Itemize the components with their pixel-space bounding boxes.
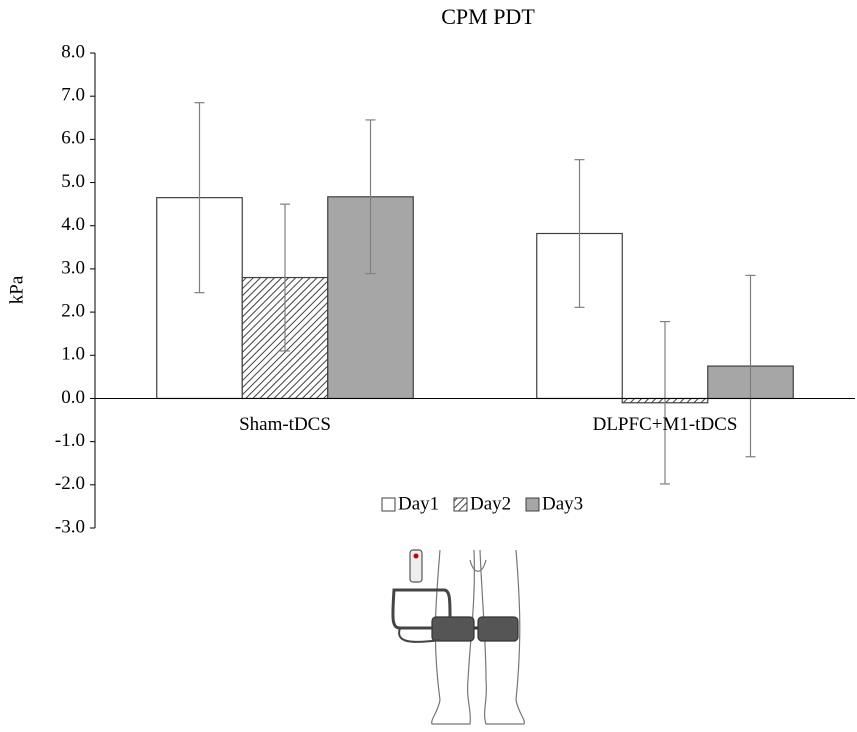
y-tick-label: 5.0 [61, 171, 85, 192]
y-tick-label: -1.0 [55, 430, 85, 451]
chart-title: CPM PDT [441, 4, 535, 29]
y-tick-label: 7.0 [61, 85, 85, 106]
illustration [391, 549, 525, 725]
error-bar [660, 320, 670, 485]
error-bar [574, 159, 585, 308]
x-tick-label: Sham-tDCS [239, 414, 331, 435]
legend-swatch [453, 497, 468, 512]
y-tick-label: 8.0 [61, 41, 85, 62]
error-bar [365, 119, 376, 275]
y-tick-label: -3.0 [55, 516, 85, 537]
y-tick-label: 2.0 [61, 300, 85, 321]
y-tick-label: 0.0 [61, 387, 85, 408]
legend-swatch [381, 497, 396, 512]
x-tick-label: DLPFC+M1-tDCS [593, 414, 738, 435]
y-tick-label: 1.0 [61, 344, 85, 365]
error-bar [280, 203, 290, 352]
legend-swatch [525, 497, 540, 512]
y-axis-label: kPa [6, 275, 27, 304]
legend-label: Day2 [470, 493, 511, 514]
error-bar [745, 274, 756, 458]
y-tick-label: 3.0 [61, 257, 85, 278]
legend-label: Day3 [542, 493, 583, 514]
y-tick-label: 6.0 [61, 128, 85, 149]
y-tick-label: -2.0 [55, 473, 85, 494]
legend-label: Day1 [398, 493, 439, 514]
y-tick-label: 4.0 [61, 214, 85, 235]
error-bar [194, 102, 205, 294]
